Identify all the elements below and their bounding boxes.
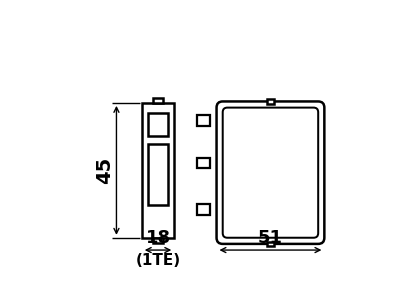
- Bar: [196, 204, 210, 214]
- Text: (1TE): (1TE): [136, 253, 180, 268]
- FancyBboxPatch shape: [223, 108, 318, 238]
- Bar: [196, 158, 210, 168]
- Bar: [148, 113, 168, 136]
- Text: 18: 18: [146, 229, 170, 247]
- Bar: [267, 242, 274, 246]
- Bar: [153, 238, 163, 243]
- Bar: [196, 115, 210, 126]
- Bar: [267, 99, 274, 104]
- Text: 51: 51: [258, 229, 283, 247]
- Text: 45: 45: [95, 157, 114, 184]
- FancyBboxPatch shape: [216, 101, 324, 244]
- Bar: [148, 144, 168, 206]
- Bar: [142, 103, 174, 238]
- Bar: [153, 98, 163, 103]
